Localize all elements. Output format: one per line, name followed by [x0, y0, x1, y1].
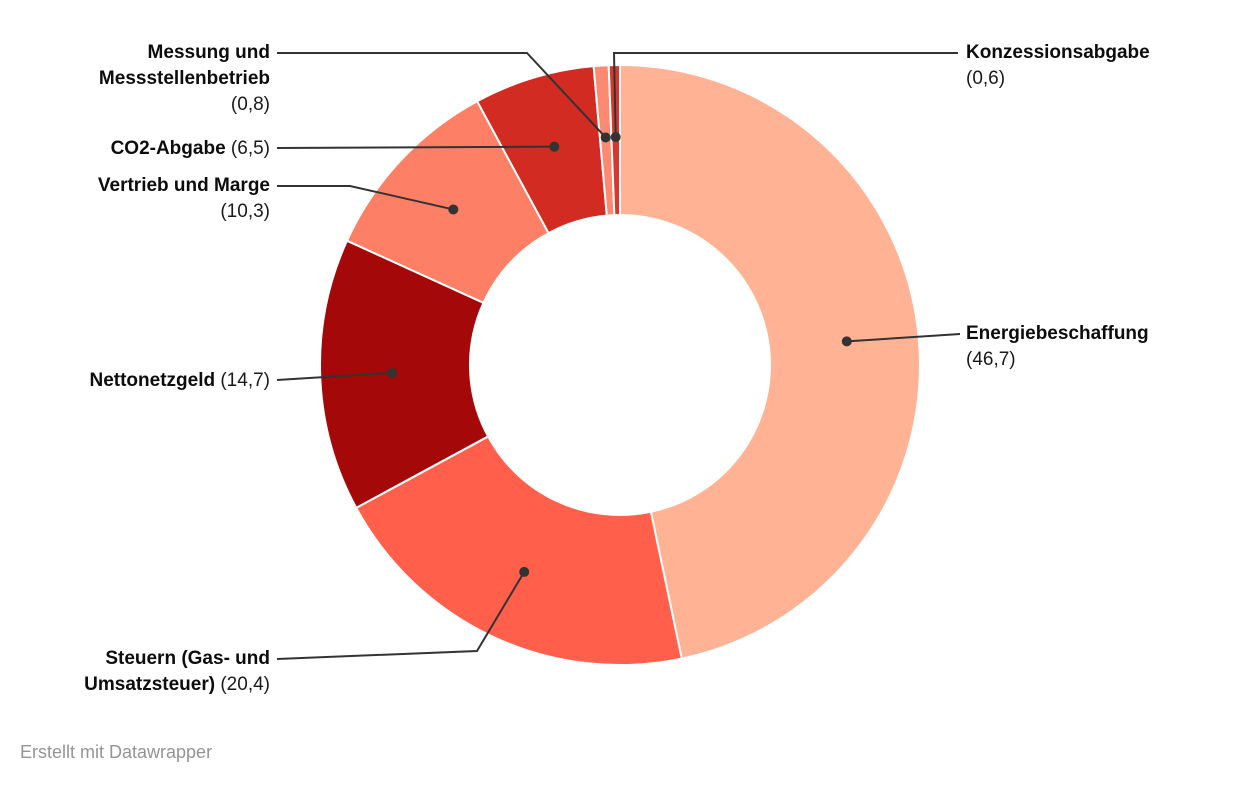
pie-slice-steuern-gas-und-umsatzsteuer[interactable] — [355, 435, 683, 666]
leader-line — [846, 333, 961, 343]
leader-line — [276, 571, 526, 660]
leader-dot — [519, 566, 530, 577]
slice-value: (46,7) — [966, 349, 1016, 370]
slice-name: Steuern (Gas- und Umsatzsteuer) — [84, 648, 270, 695]
pie-slice-nettonetzgeld[interactable] — [319, 239, 490, 509]
slice-callout-label: Konzessionsabgabe (0,6) — [966, 40, 1186, 92]
slice-value: (6,5) — [230, 138, 270, 159]
leader-line — [612, 52, 958, 138]
leader-dot — [610, 132, 621, 143]
slice-name: Vertrieb und Marge — [97, 175, 270, 196]
slice-callout-label: Nettonetzgeld (14,7) — [89, 368, 270, 394]
slice-callout-label: Vertrieb und Marge (10,3) — [60, 173, 270, 225]
leader-dot — [387, 367, 398, 378]
slice-value: (0,6) — [966, 68, 1006, 89]
leader-line — [277, 52, 607, 139]
slice-value: (20,4) — [220, 674, 270, 695]
slice-callout-label: CO2-Abgabe (6,5) — [111, 136, 270, 162]
pie-slice-energiebeschaffung[interactable] — [619, 64, 921, 660]
slice-name: Nettonetzgeld — [89, 370, 216, 391]
slice-name: Messung und Messstellenbetrieb — [98, 42, 270, 89]
slice-name: Energiebeschaffung — [966, 323, 1149, 344]
leader-line — [276, 145, 555, 149]
slice-name: Konzessionsabgabe — [966, 42, 1150, 63]
leader-dot — [448, 204, 459, 215]
leader-line — [276, 371, 393, 381]
slice-value: (0,8) — [230, 94, 270, 115]
slice-callout-label: Messung und Messstellenbetrieb (0,8) — [55, 40, 270, 118]
slice-name: CO2-Abgabe — [110, 138, 226, 159]
leader-dot — [841, 336, 852, 347]
slice-callout-label: Steuern (Gas- und Umsatzsteuer) (20,4) — [35, 646, 270, 698]
leader-line — [277, 185, 454, 211]
leader-dot — [549, 141, 560, 152]
leader-dot — [600, 132, 611, 143]
slice-value: (10,3) — [220, 201, 270, 222]
slice-callout-label: Energiebeschaffung (46,7) — [966, 321, 1186, 373]
attribution[interactable]: Erstellt mit Datawrapper — [20, 742, 213, 762]
slice-value: (14,7) — [220, 370, 270, 391]
